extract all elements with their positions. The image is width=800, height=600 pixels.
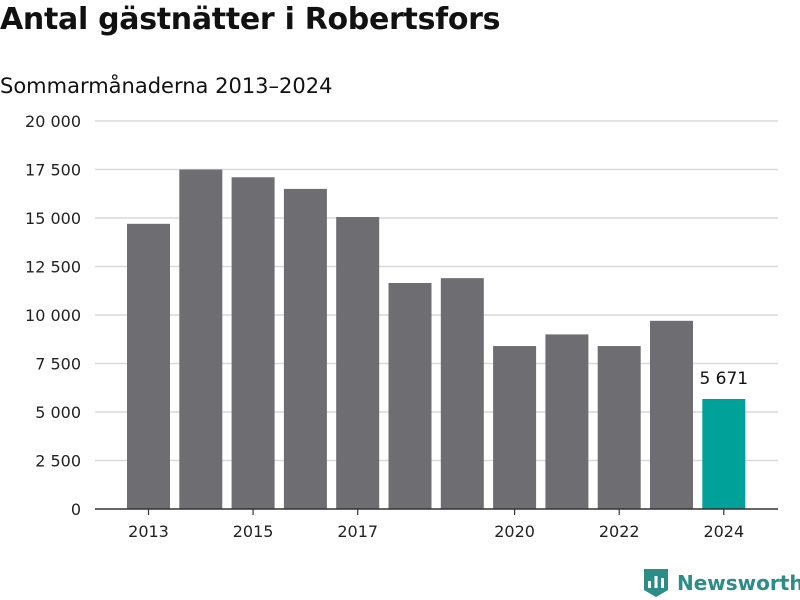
newsworthy-brand: Newsworthy (644, 569, 800, 597)
y-tick-label: 5 000 (35, 403, 81, 422)
bar (545, 334, 589, 509)
data-label: 5 671 (699, 369, 748, 389)
y-tick-label: 0 (71, 500, 81, 519)
y-tick-label: 12 500 (25, 258, 81, 277)
axes (95, 508, 778, 515)
bars (127, 169, 746, 509)
bar (388, 282, 432, 509)
bar (127, 223, 170, 509)
x-tick-label: 2013 (128, 522, 169, 541)
bar (231, 177, 275, 509)
x-tick-label: 2022 (599, 522, 640, 541)
bar (650, 320, 693, 509)
x-tick-label: 2020 (494, 522, 535, 541)
y-tick-label: 7 500 (35, 355, 81, 374)
x-tick-label: 2015 (233, 522, 274, 541)
x-tick-label: 2024 (703, 522, 744, 541)
y-tick-label: 10 000 (25, 306, 81, 325)
chart-subtitle: Sommarmånaderna 2013–2024 (0, 74, 333, 98)
bar (336, 217, 380, 509)
bar (440, 278, 484, 509)
labels: 0 2 500 5 000 7 500 10 000 12 500 15 000 17 500… (25, 112, 748, 541)
brand-name: Newsworthy (677, 571, 800, 595)
y-tick-label: 15 000 (25, 209, 81, 228)
bar (283, 188, 327, 509)
y-tick-label: 2 500 (35, 452, 81, 471)
y-tick-label: 17 500 (25, 161, 81, 180)
x-tick-label: 2017 (337, 522, 378, 541)
y-tick-label: 20 000 (25, 112, 81, 131)
bar (493, 346, 537, 509)
bar (179, 169, 223, 509)
bar (702, 398, 746, 509)
bar (597, 346, 641, 509)
newsworthy-chart-icon (644, 569, 668, 597)
chart-title: Antal gästnätter i Robertsfors (0, 2, 501, 37)
